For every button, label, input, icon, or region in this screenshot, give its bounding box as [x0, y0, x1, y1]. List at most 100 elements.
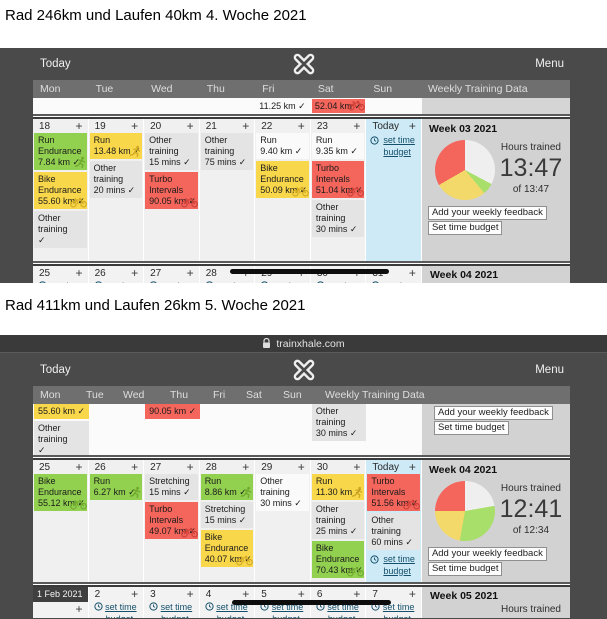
horizontal-scrollbar[interactable]	[230, 269, 389, 274]
add-workout-button[interactable]: +	[75, 460, 83, 474]
add-workout-button[interactable]: +	[186, 460, 194, 474]
add-workout-button[interactable]: +	[408, 266, 416, 280]
set-time-link[interactable]: set time	[255, 280, 310, 283]
add-weekly-feedback-button[interactable]: Add your weekly feedback	[427, 547, 547, 561]
partial-event[interactable]: 11.25 km ✓	[256, 99, 310, 113]
set-time-link[interactable]: set time	[144, 280, 199, 283]
event-block[interactable]: Other training 20 mins ✓	[89, 160, 143, 198]
event-block[interactable]: Bike Endurance 70.43 km ✓	[311, 540, 365, 578]
menu-button[interactable]: Menu	[535, 58, 564, 70]
add-workout-button[interactable]: +	[408, 119, 416, 133]
event-block[interactable]: Other training 30 mins ✓	[311, 199, 365, 237]
event-block[interactable]: Other training 15 mins ✓	[145, 133, 198, 170]
event-block[interactable]: Turbo Intervals 90.05 km ✓	[145, 171, 198, 209]
day-events: Other training 30 mins ✓	[255, 474, 310, 511]
today-button[interactable]: Today	[40, 363, 71, 376]
day-cell-30: 30 + Run 11.30 km ✓ Other training 25 mins ✓ B…	[310, 460, 367, 582]
add-workout-button[interactable]: +	[353, 119, 361, 133]
set-time-text: set time	[216, 602, 248, 612]
set-time-budget-button[interactable]: Set time budget	[434, 421, 509, 435]
partial-event[interactable]: 52.04 km ✓	[311, 99, 366, 113]
event-block[interactable]: Bike Endurance 40.07 km ✓	[200, 529, 254, 567]
event-block[interactable]: Other training ✓	[34, 210, 87, 248]
set-time-link[interactable]: set time	[144, 601, 199, 613]
set-time-budget-link[interactable]: set time budget	[367, 552, 420, 579]
set-time-link[interactable]: set time	[33, 280, 88, 283]
column-header-weekly-training-data: Weekly Training Data	[325, 389, 425, 401]
event-block[interactable]: Turbo Intervals 51.04 km ✓	[311, 160, 365, 198]
day-header: 21 +	[200, 119, 255, 133]
day-header: 28 +	[200, 460, 255, 474]
set-time-link[interactable]: set time	[89, 601, 144, 613]
event-block[interactable]: Run 6.27 km ✓	[89, 474, 143, 500]
set-time-budget-link[interactable]: set time budget	[367, 133, 420, 160]
add-workout-button[interactable]: +	[75, 602, 83, 616]
set-time-budget-button[interactable]: Set time budget	[427, 562, 503, 576]
event-block[interactable]: Bike Endurance 50.09 km ✓	[256, 160, 309, 198]
day-events: Bike Endurance 55.12 km ✓	[33, 474, 88, 511]
event-block[interactable]: Turbo Intervals 51.56 km ✓	[367, 474, 420, 511]
app-toolbar: Today Menu	[0, 353, 607, 386]
week-title: Week 04 2021	[428, 464, 498, 476]
app-screenshot-week5: trainxhale.com Today Menu Mon Tue Wed Thu Fr…	[0, 335, 607, 619]
event-block[interactable]: Other training 60 mins ✓	[367, 512, 420, 550]
add-workout-button[interactable]: +	[408, 587, 416, 601]
event-block[interactable]: Run 11.30 km ✓	[311, 474, 365, 500]
event-block[interactable]: Bike Endurance 55.12 km ✓	[34, 474, 87, 511]
menu-button[interactable]: Menu	[535, 363, 564, 376]
set-time-link[interactable]: set time	[89, 280, 144, 283]
add-workout-button[interactable]: +	[408, 460, 416, 474]
set-time-link[interactable]: set time	[200, 601, 255, 613]
hours-budget-value: of 13:47	[512, 184, 550, 195]
add-workout-button[interactable]: +	[131, 587, 139, 601]
event-block[interactable]: Other training 30 mins ✓	[311, 404, 367, 441]
set-time-link[interactable]: set time	[311, 280, 366, 283]
column-header-sat: Sat	[246, 389, 262, 401]
set-time-budget-button[interactable]: Set time budget	[427, 221, 503, 235]
event-block[interactable]: Other training 75 mins ✓	[200, 133, 254, 170]
add-workout-button[interactable]: +	[186, 266, 194, 280]
event-block[interactable]: Other training ✓	[34, 420, 89, 455]
add-weekly-feedback-button[interactable]: Add your weekly feedback	[427, 206, 547, 220]
event-block[interactable]: Bike Endurance 55.60 km ✓	[34, 171, 87, 209]
event-block[interactable]: Turbo Intervals 49.07 km ✓	[145, 501, 198, 539]
today-button[interactable]: Today	[40, 58, 71, 70]
add-workout-button[interactable]: +	[297, 587, 305, 601]
add-workout-button[interactable]: +	[186, 587, 194, 601]
set-time-link[interactable]: set time	[366, 280, 421, 283]
add-workout-button[interactable]: +	[353, 587, 361, 601]
event-block[interactable]: Other training 30 mins ✓	[256, 474, 309, 511]
add-workout-button[interactable]: +	[242, 587, 250, 601]
set-time-link[interactable]: set time	[200, 280, 255, 283]
event-block[interactable]: Stretching 15 mins ✓	[145, 474, 198, 500]
event-block[interactable]: Other training 25 mins ✓	[311, 501, 365, 539]
event-block[interactable]: 90.05 km ✓	[145, 404, 200, 419]
event-block[interactable]: Run 9.40 km ✓	[256, 133, 309, 159]
event-block[interactable]: Run 13.48 km ✓	[89, 133, 143, 159]
add-workout-button[interactable]: +	[297, 119, 305, 133]
event-detail: 15 mins ✓	[204, 514, 247, 525]
event-block[interactable]: Stretching 15 mins ✓	[200, 501, 254, 528]
event-block[interactable]: 55.60 km ✓	[34, 404, 89, 419]
add-workout-button[interactable]: +	[297, 460, 305, 474]
column-header-sat: Sat	[317, 83, 334, 95]
add-workout-button[interactable]: +	[242, 460, 250, 474]
horizontal-scrollbar[interactable]	[232, 600, 391, 605]
add-workout-button[interactable]: +	[131, 460, 139, 474]
add-workout-button[interactable]: +	[353, 460, 361, 474]
add-workout-button[interactable]: +	[75, 119, 83, 133]
partial-day-column: 90.05 km ✓	[145, 404, 200, 455]
event-detail: 15 mins ✓	[149, 156, 191, 167]
week-title: Week 03 2021	[428, 123, 498, 135]
add-workout-button[interactable]: +	[131, 119, 139, 133]
add-workout-button[interactable]: +	[131, 266, 139, 280]
add-weekly-feedback-button[interactable]: Add your weekly feedback	[434, 406, 553, 420]
event-block[interactable]: Run 8.86 km ✓	[200, 474, 254, 500]
week-03-row: 18 + Run Endurance 7.84 km ✓ Bike Endurance 5…	[33, 119, 570, 261]
add-workout-button[interactable]: +	[242, 119, 250, 133]
add-workout-button[interactable]: +	[186, 119, 194, 133]
previous-week-partial-row: 11.25 km ✓ 52.04 km ✓	[33, 98, 570, 114]
event-block[interactable]: Run 9.35 km ✓	[311, 133, 365, 159]
event-block[interactable]: Run Endurance 7.84 km ✓	[34, 133, 87, 170]
add-workout-button[interactable]: +	[75, 266, 83, 280]
